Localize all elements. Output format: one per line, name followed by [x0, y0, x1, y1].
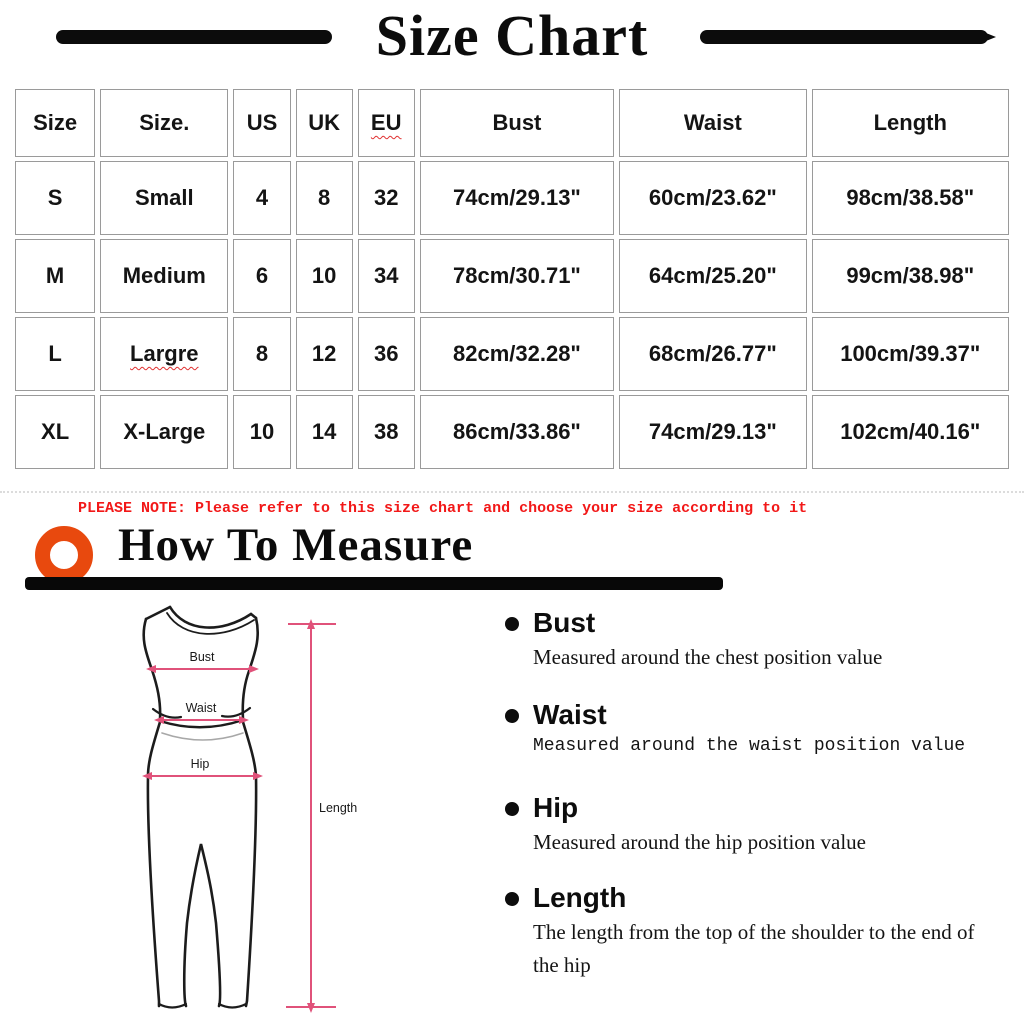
measure-item-label: Waist — [533, 699, 607, 730]
table-cell: 36 — [357, 317, 415, 391]
table-cell: 74cm/29.13" — [419, 161, 615, 235]
table-cell: 60cm/23.62" — [619, 161, 807, 235]
measure-item-description: Measured around the waist position value — [533, 736, 966, 757]
table-cell: L — [15, 317, 96, 391]
measure-item-waist: Waist Measured around the waist position … — [505, 700, 985, 761]
title-left-bar — [56, 30, 332, 44]
table-cell: X-Large — [100, 395, 229, 469]
table-cell: XL — [15, 395, 96, 469]
column-header-eu: EU — [357, 89, 415, 157]
figure-waist-label: Waist — [186, 701, 217, 715]
table-row: L Largre 8 12 36 82cm/32.28" 68cm/26.77" 100cm/… — [15, 317, 1009, 391]
table-cell: Largre — [100, 317, 229, 391]
bullet-icon — [505, 709, 519, 723]
table-cell: 38 — [357, 395, 415, 469]
measure-item-label: Length — [533, 882, 627, 913]
garment-measure-diagram: Bust Waist Hip Length — [142, 605, 357, 1013]
table-cell: 82cm/32.28" — [419, 317, 615, 391]
title-right-bar — [700, 30, 996, 44]
table-cell: 8 — [233, 317, 291, 391]
column-header-size: Size — [15, 89, 96, 157]
page-title: Size Chart — [375, 3, 649, 68]
measure-item-bust: Bust Measured around the chest position v… — [505, 608, 985, 674]
column-header-bust: Bust — [419, 89, 615, 157]
table-cell: 32 — [357, 161, 415, 235]
table-cell: S — [15, 161, 96, 235]
table-cell: 12 — [295, 317, 353, 391]
table-cell: 68cm/26.77" — [619, 317, 807, 391]
table-row: XL X-Large 10 14 38 86cm/33.86" 74cm/29.13" 102… — [15, 395, 1009, 469]
table-cell: Small — [100, 161, 229, 235]
table-cell: 74cm/29.13" — [619, 395, 807, 469]
bullet-icon — [505, 617, 519, 631]
table-cell: 99cm/38.98" — [811, 239, 1009, 313]
size-table: Size Size. US UK EU Bust Waist Length S Small 4 8 3… — [10, 85, 1014, 473]
table-cell: 78cm/30.71" — [419, 239, 615, 313]
how-to-measure-title: How To Measure — [118, 519, 474, 571]
column-header-size: Size. — [100, 89, 229, 157]
table-cell: 10 — [233, 395, 291, 469]
column-header-waist: Waist — [619, 89, 807, 157]
figure-bust-label: Bust — [189, 650, 215, 664]
table-cell: M — [15, 239, 96, 313]
table-row: M Medium 6 10 34 78cm/30.71" 64cm/25.20" 99cm/3… — [15, 239, 1009, 313]
table-cell: 86cm/33.86" — [419, 395, 615, 469]
table-cell: 14 — [295, 395, 353, 469]
table-cell: 10 — [295, 239, 353, 313]
heading-underline-bar — [25, 577, 723, 590]
table-cell: 6 — [233, 239, 291, 313]
table-cell: 8 — [295, 161, 353, 235]
measure-item-label: Hip — [533, 792, 579, 823]
measure-item-length: Length The length from the top of the sho… — [505, 883, 985, 981]
measure-item-description: Measured around the chest position value — [533, 645, 883, 670]
ring-icon — [35, 526, 93, 584]
table-cell: 4 — [233, 161, 291, 235]
size-note: PLEASE NOTE: Please refer to this size c… — [78, 500, 808, 517]
measure-item-hip: Hip Measured around the hip position valu… — [505, 793, 985, 859]
measure-item-label: Bust — [533, 607, 596, 638]
measure-item-description: The length from the top of the shoulder … — [533, 920, 975, 977]
table-row: S Small 4 8 32 74cm/29.13" 60cm/23.62" 98cm/38.… — [15, 161, 1009, 235]
table-cell: 100cm/39.37" — [811, 317, 1009, 391]
column-header-uk: UK — [295, 89, 353, 157]
divider-line — [0, 491, 1024, 493]
column-header-length: Length — [811, 89, 1009, 157]
table-cell: 98cm/38.58" — [811, 161, 1009, 235]
figure-hip-label: Hip — [191, 757, 210, 771]
title-row: Size Chart — [0, 0, 1024, 82]
table-cell: 64cm/25.20" — [619, 239, 807, 313]
table-header-row: Size Size. US UK EU Bust Waist Length — [15, 89, 1009, 157]
table-cell: 102cm/40.16" — [811, 395, 1009, 469]
bullet-icon — [505, 892, 519, 906]
measure-item-description: Measured around the hip position value — [533, 830, 867, 855]
bullet-icon — [505, 802, 519, 816]
column-header-us: US — [233, 89, 291, 157]
figure-length-label: Length — [319, 801, 357, 815]
table-cell: Medium — [100, 239, 229, 313]
table-cell: 34 — [357, 239, 415, 313]
